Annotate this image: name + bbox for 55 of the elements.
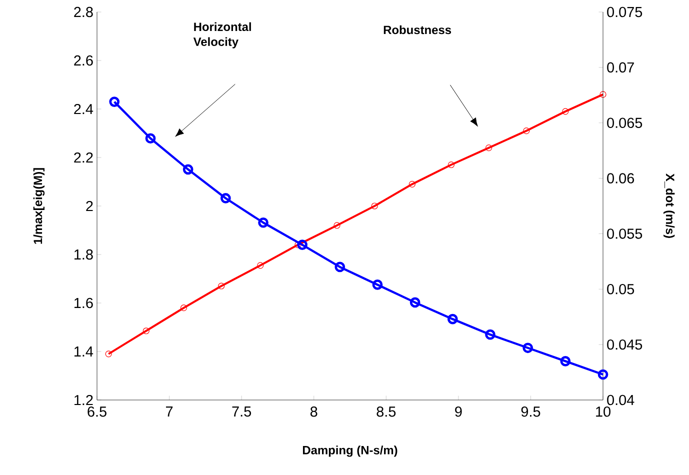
point: [486, 144, 492, 152]
point: [220, 193, 231, 204]
y2-tick-label: 0.05: [607, 284, 634, 294]
x-tick-label: 6.5: [88, 406, 106, 417]
y2-tick-label: 0.045: [607, 339, 642, 350]
point: [448, 161, 454, 168]
x-tick-label: 9: [455, 406, 462, 417]
y-tick-label: 2.6: [74, 55, 93, 66]
y-tick-label: 2.2: [74, 152, 93, 163]
point: [372, 280, 383, 290]
point: [182, 164, 194, 175]
point: [408, 180, 416, 188]
point: [485, 329, 496, 340]
point: [562, 108, 569, 115]
point: [142, 328, 150, 334]
point: [297, 240, 308, 250]
x-tick-label: 7: [166, 406, 173, 416]
point: [600, 91, 606, 98]
point: [523, 128, 530, 134]
annotation: Robustness: [384, 25, 452, 34]
y2-axis-title: X_dot (m/s): [664, 174, 675, 238]
y2-tick-label: 0.04: [607, 394, 634, 406]
point: [371, 202, 378, 210]
point: [522, 342, 534, 354]
x-tick-label: 9.5: [521, 406, 540, 417]
x-tick-label: 7.5: [232, 406, 252, 417]
point: [258, 217, 268, 228]
y2-tick-label: 0.07: [607, 62, 634, 73]
y2-tick-label: 0.065: [607, 118, 642, 128]
y-tick-label: 2.4: [74, 104, 94, 114]
x-tick-label: 8.5: [376, 406, 396, 417]
y2-tick-label: 0.075: [607, 6, 642, 18]
point: [180, 304, 188, 312]
y-tick-label: 1.8: [74, 249, 93, 260]
y-tick-label: 1.2: [74, 394, 93, 406]
y-tick-label: 2.8: [74, 6, 93, 18]
x-tick-label: 10: [596, 406, 610, 417]
point: [145, 133, 156, 144]
x-axis-title: Damping (N-s/m): [302, 446, 398, 457]
point: [334, 222, 340, 229]
point: [334, 262, 346, 272]
y-tick-label: 2: [86, 200, 93, 212]
point: [105, 350, 112, 358]
annotation: Horizontal Velocity: [193, 22, 251, 48]
y-tick-label: 1.6: [74, 298, 93, 308]
point: [218, 282, 225, 290]
point: [257, 262, 264, 269]
y-axis-title: 1/max[eig(M)]: [33, 168, 45, 244]
point: [447, 314, 458, 324]
y-tick-label: 1.4: [74, 346, 94, 356]
y2-tick-label: 0.06: [607, 173, 634, 184]
y2-tick-label: 0.055: [607, 228, 642, 239]
point: [410, 297, 420, 308]
point: [560, 356, 571, 366]
x-tick-label: 8: [310, 406, 318, 417]
